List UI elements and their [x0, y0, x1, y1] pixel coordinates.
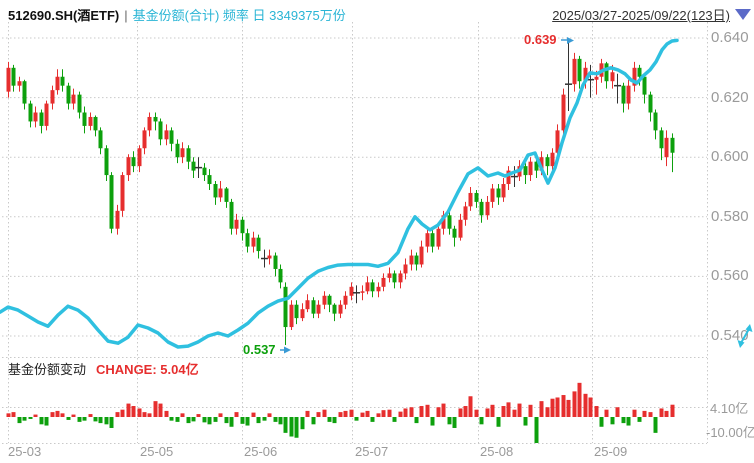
x-axis-label: 25-07 — [355, 444, 389, 459]
header-separator: | — [124, 8, 128, 23]
change-value-label: CHANGE: 5.04亿 — [96, 362, 199, 377]
date-range-selector[interactable]: 2025/03/27-2025/09/22(123日) — [552, 8, 730, 23]
y-axis-label: 0.540 — [711, 327, 749, 344]
bottom-y-axis-label: 4.10亿 — [710, 401, 749, 416]
bottom-panel-header: 基金份额变动 CHANGE: 5.04亿 — [8, 359, 199, 378]
y-axis-label: 0.640 — [711, 29, 749, 46]
x-axis-label: 25-06 — [244, 444, 278, 459]
series-info-label: 基金份额(合计) 频率 日 3349375万份 — [132, 8, 346, 23]
y-axis-label: 0.620 — [711, 89, 749, 106]
expand-icon[interactable] — [737, 322, 753, 355]
y-axis-label: 0.600 — [711, 148, 749, 165]
period-high-annotation: 0.639 — [524, 32, 557, 47]
period-low-annotation: 0.537 — [243, 342, 276, 357]
chart-header: 512690.SH(酒ETF) | 基金份额(合计) 频率 日 3349375万份 — [8, 5, 346, 24]
bottom-panel-title: 基金份额变动 — [8, 362, 87, 377]
x-axis-label: 25-03 — [8, 444, 42, 459]
bottom-y-axis-label: -10.00亿 — [706, 425, 754, 440]
x-axis-label: 25-05 — [140, 444, 174, 459]
x-axis-label: 25-08 — [480, 444, 514, 459]
symbol-label: 512690.SH(酒ETF) — [8, 8, 120, 23]
dropdown-triangle-icon[interactable] — [735, 9, 751, 20]
y-axis-label: 0.580 — [711, 208, 749, 225]
x-axis-label: 25-09 — [594, 444, 628, 459]
y-axis-label: 0.560 — [711, 267, 749, 284]
